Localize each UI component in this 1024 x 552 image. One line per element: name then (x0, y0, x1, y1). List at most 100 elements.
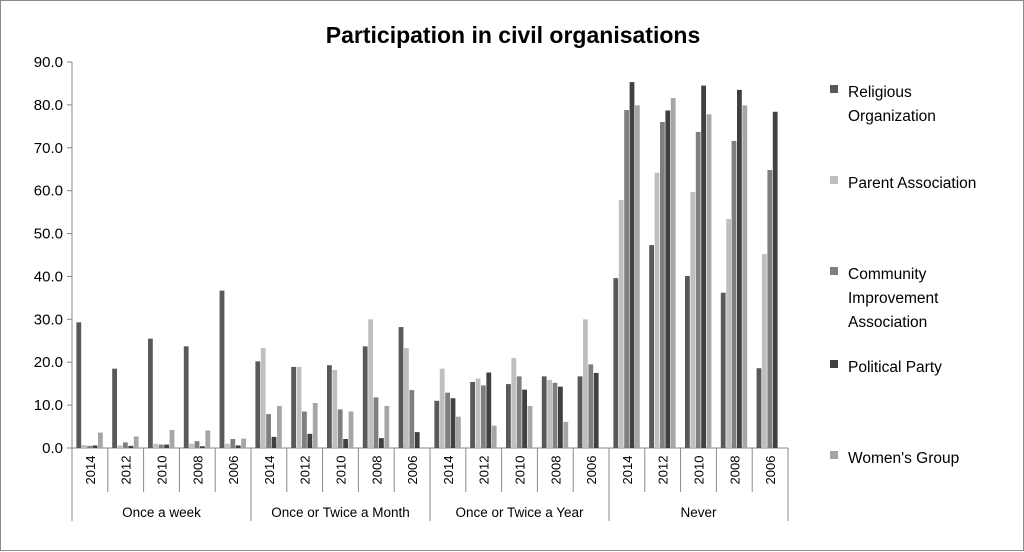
legend: Religious Organization Parent Association C… (830, 84, 976, 467)
x-tick-label: 2010 (513, 456, 528, 485)
group-label: Once or Twice a Month (271, 505, 410, 520)
legend-swatch (830, 267, 838, 275)
group-label: Never (680, 505, 717, 520)
bar (491, 425, 497, 448)
bar (670, 98, 676, 448)
bar (558, 386, 563, 448)
y-tick-label: 30.0 (34, 311, 63, 328)
y-tick-label: 50.0 (34, 226, 63, 243)
bar (87, 445, 92, 448)
bar (583, 319, 588, 448)
bar (522, 389, 527, 448)
bar (307, 433, 313, 448)
y-tick-label: 80.0 (34, 97, 63, 114)
bar (225, 443, 230, 448)
x-tick-label: 2014 (620, 456, 635, 485)
bar (133, 436, 139, 448)
bar (701, 85, 706, 448)
bar (379, 438, 384, 448)
bar (613, 278, 619, 448)
bar (183, 346, 189, 448)
bar (194, 441, 200, 448)
bar (649, 245, 654, 448)
bar (516, 376, 522, 448)
plot-area: 0.0 10.0 20.0 30.0 40.0 50.0 60.0 70.0 80.0 90.0 2… (34, 54, 789, 521)
bar (398, 327, 404, 448)
x-tick-label: 2008 (727, 456, 742, 485)
bar (404, 348, 409, 448)
bar (200, 446, 205, 448)
group-label: Once a week (122, 505, 201, 520)
bar (481, 385, 486, 448)
legend-swatch (830, 451, 838, 459)
bar (665, 110, 671, 448)
bar (337, 409, 343, 448)
bar (731, 140, 737, 448)
bar (128, 445, 134, 448)
bar (409, 390, 415, 448)
legend-label: Improvement (848, 290, 939, 307)
legend-label: Political Party (848, 359, 942, 376)
bar (563, 421, 569, 448)
bar (98, 432, 103, 448)
bar (742, 105, 748, 448)
bar (205, 430, 211, 448)
x-tick-label: 2014 (441, 456, 456, 485)
bar (384, 405, 390, 448)
bar (92, 445, 98, 448)
bar (296, 366, 302, 448)
legend-label: Community (848, 266, 927, 283)
bar (618, 200, 624, 448)
bar (148, 338, 153, 448)
bar (654, 172, 660, 449)
bar (343, 438, 348, 448)
bar (277, 405, 282, 448)
legend-swatch (830, 360, 838, 368)
bar (439, 368, 445, 448)
bar (737, 89, 742, 448)
bar (230, 438, 236, 448)
x-tick-label: 2008 (369, 456, 384, 485)
bar (456, 416, 461, 448)
bar (255, 361, 261, 448)
y-tick-label: 60.0 (34, 183, 63, 200)
bar (219, 290, 225, 448)
legend-label: Parent Association (848, 175, 976, 192)
bar (635, 105, 640, 448)
bar (76, 322, 82, 448)
bar (527, 405, 533, 448)
bar (690, 191, 696, 448)
x-tick-label: 2006 (584, 456, 599, 485)
bar (588, 364, 594, 448)
x-tick-label: 2012 (656, 456, 671, 485)
bar (362, 346, 368, 448)
bar (762, 254, 767, 448)
bar (772, 111, 778, 449)
bar (695, 131, 701, 449)
x-tick-label: 2010 (334, 456, 349, 485)
bar (291, 366, 296, 448)
bar (332, 369, 338, 448)
bar (445, 392, 450, 448)
bar (552, 382, 558, 448)
x-tick-label: 2006 (405, 456, 420, 485)
bar (117, 445, 123, 448)
y-tick-label: 70.0 (34, 140, 63, 157)
bar (241, 438, 246, 448)
x-tick-label: 2012 (477, 456, 492, 485)
bar (373, 397, 379, 448)
bar (756, 368, 762, 448)
chart-title: Participation in civil organisations (326, 22, 700, 48)
bar (164, 444, 169, 448)
x-tick-label: 2008 (190, 456, 205, 485)
legend-swatch (830, 85, 838, 93)
bar (486, 372, 492, 448)
y-tick-label: 20.0 (34, 354, 63, 371)
x-tick-label: 2014 (262, 456, 277, 485)
bar (577, 376, 583, 448)
bar (260, 348, 266, 448)
bar (511, 357, 517, 448)
legend-label: Association (848, 314, 927, 331)
x-tick-label: 2010 (155, 456, 170, 485)
